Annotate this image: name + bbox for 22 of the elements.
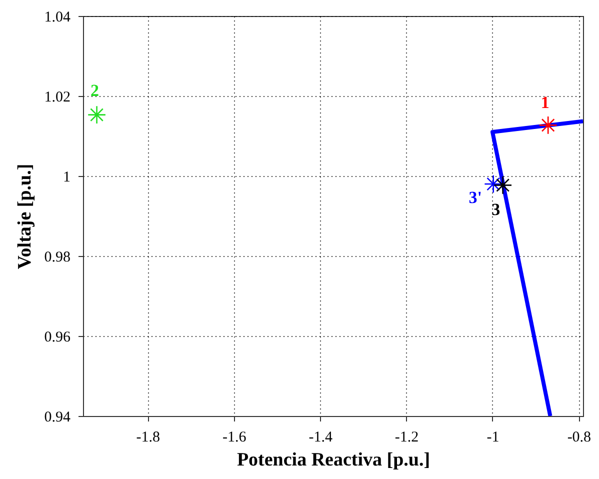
series-label: 2 [90,80,100,100]
x-tick-label: -1.4 [308,430,333,446]
y-tick-label: 0.96 [44,330,71,346]
x-tick-label: -1.6 [222,430,247,446]
point [538,116,558,135]
y-tick-label: 0.98 [44,250,70,266]
y-axis-title: Voltaje [p.u.] [14,164,36,270]
y-tick-label: 1.02 [44,90,70,106]
x-axis-title: Potencia Reactiva [p.u.] [236,450,430,470]
x-tick-label: -1 [486,430,500,446]
x-tick-label: -1.8 [136,430,160,446]
x-tick-label: -1.2 [394,430,419,446]
x-tick-label: -0.8 [567,430,592,446]
series-label: 3' [468,188,482,207]
point [494,176,512,195]
series-label: 3 [492,200,500,220]
y-tick-label: 0.94 [44,410,71,426]
point [484,174,503,194]
y-tick-label: 1 [63,170,70,186]
series-label: 1 [540,93,550,112]
point [87,105,106,124]
y-tick-label: 1.04 [44,10,71,26]
